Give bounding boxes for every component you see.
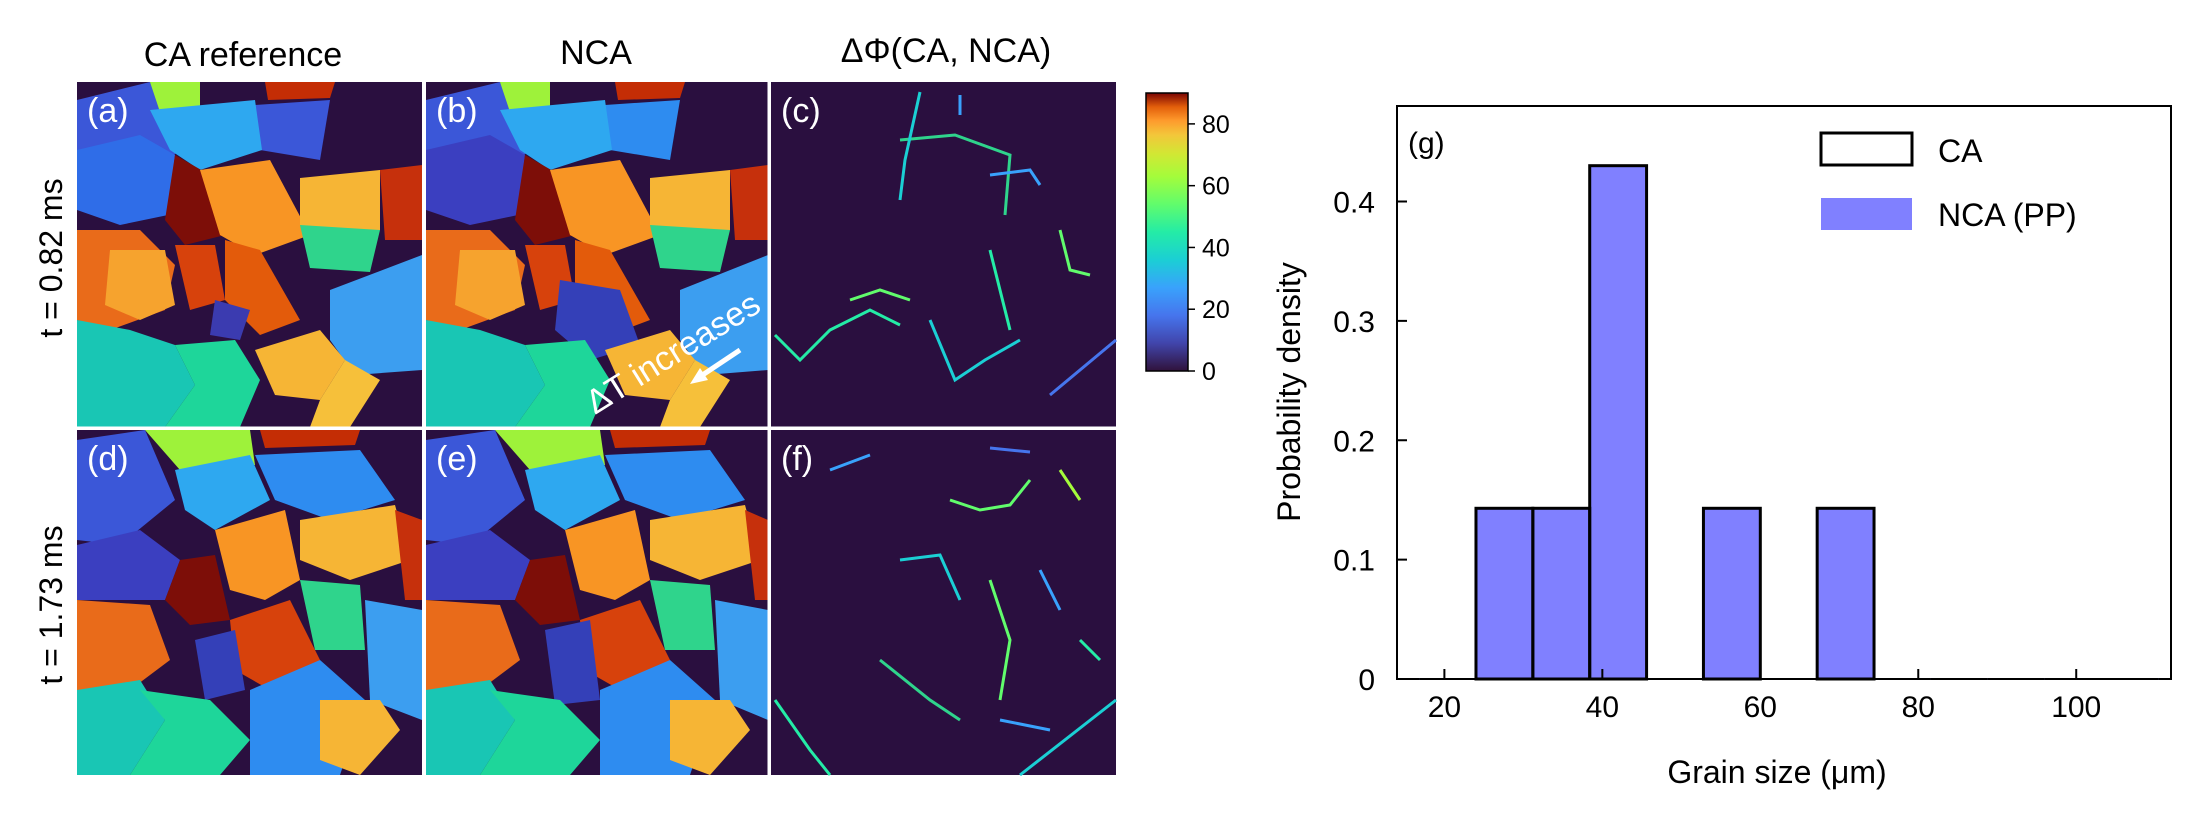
col-title-nca: NCA: [560, 34, 632, 72]
nca-bar: [1703, 508, 1761, 679]
panel-label-b: (b): [436, 92, 478, 130]
map-panel-a: (a): [77, 82, 422, 427]
map-panel-e: (e): [426, 430, 768, 775]
panel-label-d: (d): [87, 440, 129, 478]
ca-bar: [1815, 506, 1876, 681]
col-title-delta: ΔΦ(CA, NCA): [841, 32, 1051, 70]
row-title-t2: t = 1.73 ms: [33, 525, 69, 684]
colorbar-tick-label: 20: [1202, 296, 1230, 324]
panel-label-a: (a): [87, 92, 129, 130]
nca-bar: [1817, 508, 1875, 679]
colorbar-gradient: [1145, 92, 1189, 372]
y-tick-label: 0.2: [1333, 425, 1375, 458]
map-panel-b: (b) ΔT increases: [426, 82, 768, 427]
map-panel-c: (c): [771, 82, 1117, 427]
x-tick-label: 20: [1428, 691, 1461, 724]
ca-bar: [1701, 506, 1762, 681]
panel-label-c: (c): [781, 92, 821, 130]
colorbar-tick-label: 40: [1202, 234, 1230, 262]
x-tick-label: 80: [1902, 691, 1935, 724]
colorbar-ticks: 80 60 40 20 0: [1188, 111, 1230, 386]
y-axis-label: Probability density: [1271, 262, 1307, 522]
legend-label-nca: NCA (PP): [1938, 197, 2077, 233]
annotation-arrowhead: [690, 368, 708, 384]
map-panel-d: (d): [77, 430, 422, 775]
x-tick-label: 100: [2051, 691, 2101, 724]
row-title-t1: t = 0.82 ms: [33, 178, 69, 337]
legend-swatch-nca: [1821, 198, 1912, 230]
colorbar-tick-label: 0: [1202, 358, 1216, 386]
y-tick-label: 0.1: [1333, 545, 1375, 578]
histogram-chart: 20 40 60 80 100 0 0.1 0.2 0.3 0.4 (g) Grain size …: [1271, 105, 2172, 790]
x-axis-label: Grain size (μm): [1667, 754, 1886, 790]
ca-bars: [1419, 164, 2159, 681]
legend: CA NCA (PP): [1819, 131, 2077, 233]
y-tick-label: 0.3: [1333, 306, 1375, 339]
colorbar: 80 60 40 20 0: [1145, 92, 1230, 386]
ca-bar: [1588, 164, 1649, 681]
colorbar-tick-label: 60: [1202, 173, 1230, 201]
nca-bar: [1589, 165, 1647, 679]
x-tick-label: 60: [1744, 691, 1777, 724]
legend-label-ca: CA: [1938, 133, 1983, 169]
colorbar-tick-label: 80: [1202, 111, 1230, 139]
map-panel-f: (f): [771, 430, 1117, 777]
nca-bars: [1419, 165, 2159, 680]
nca-bar: [1475, 508, 1533, 679]
axis-ticks: 20 40 60 80 100 0 0.1 0.2 0.3 0.4: [1333, 187, 2101, 725]
legend-swatch-ca: [1819, 131, 1914, 167]
annotation-arrow: [696, 347, 742, 381]
y-tick-label: 0.4: [1333, 187, 1375, 220]
col-title-ca: CA reference: [144, 36, 342, 74]
panel-label-e: (e): [436, 440, 478, 478]
panel-label-f: (f): [781, 440, 813, 478]
y-tick-label: 0: [1358, 664, 1375, 697]
x-tick-label: 40: [1586, 691, 1619, 724]
nca-bar: [1532, 508, 1590, 679]
panel-label-g: (g): [1408, 127, 1445, 160]
